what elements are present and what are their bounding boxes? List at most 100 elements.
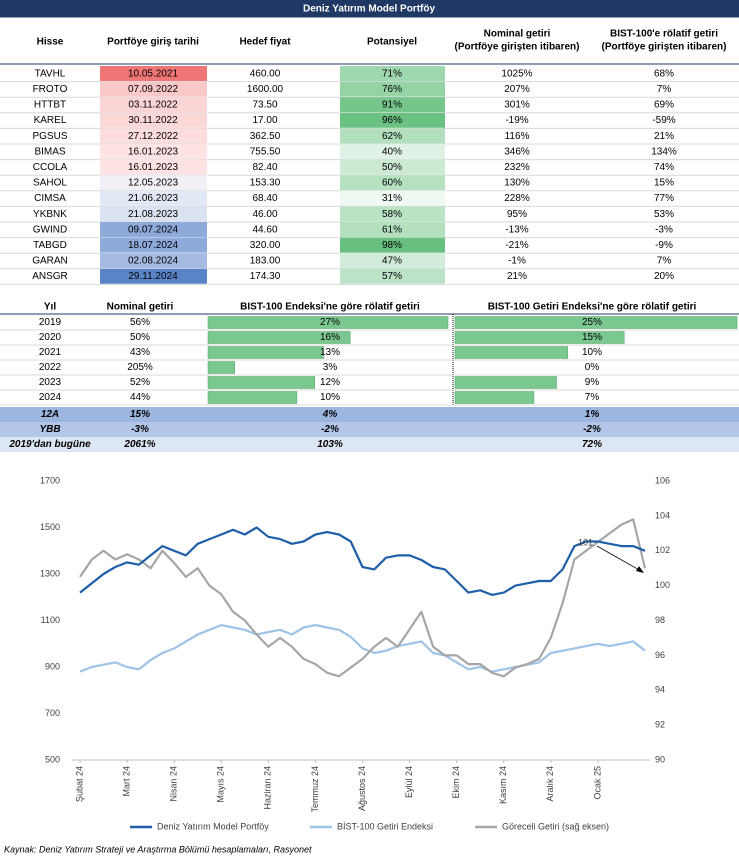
summary-row: [0, 407, 739, 422]
x-tick-label: Nisan 24: [169, 766, 179, 802]
cell: 20%: [654, 271, 674, 282]
cell: GARAN: [32, 256, 68, 267]
potential-cell: [340, 144, 445, 159]
cell: 03.11.2022: [128, 100, 178, 111]
cell: 58%: [382, 209, 402, 220]
cell: 755.50: [250, 146, 281, 157]
cell: 232%: [504, 162, 530, 173]
bar: [207, 316, 449, 329]
bar: [454, 391, 535, 404]
cell: YKBNK: [33, 209, 67, 220]
cell: CCOLA: [33, 162, 68, 173]
cell: 68%: [654, 68, 674, 79]
title-bar: [0, 0, 739, 17]
date-cell: [100, 206, 207, 222]
cell: 27%: [320, 317, 340, 328]
cell: 77%: [654, 193, 674, 204]
date-cell: [100, 268, 207, 284]
cell: 9%: [585, 377, 600, 388]
bar: [207, 391, 298, 404]
x-tick-label: Aralık 24: [545, 766, 555, 802]
cell: 50%: [130, 332, 150, 343]
cell: -59%: [652, 115, 675, 126]
cell: TABGD: [33, 240, 67, 251]
cell: YBB: [39, 424, 60, 435]
cell: 1025%: [501, 68, 532, 79]
date-cell: [100, 81, 207, 97]
x-tick-label: Şubat 24: [74, 766, 84, 802]
y-tick-label: 700: [45, 708, 60, 718]
series-line: [79, 526, 646, 596]
cell: 15%: [130, 409, 150, 420]
cell: 02.08.2024: [128, 256, 178, 267]
cell: 2061%: [123, 439, 155, 450]
series-line: [79, 518, 647, 678]
cell: 50%: [382, 162, 402, 173]
cell: -19%: [505, 115, 528, 126]
x-tick-label: Ekim 24: [451, 766, 461, 799]
cell: 10%: [582, 347, 602, 358]
potential-cell: [340, 66, 445, 81]
bar: [454, 346, 569, 359]
bar: [454, 376, 557, 389]
cell: TAVHL: [35, 68, 66, 79]
summary-row: [0, 422, 739, 437]
potential-cell: [340, 81, 445, 97]
cell: 7%: [657, 84, 672, 95]
x-tick-label: Ocak 25: [592, 766, 602, 800]
cell: 21%: [654, 131, 674, 142]
cell: 44%: [130, 392, 150, 403]
y2-tick-label: 106: [655, 475, 670, 485]
y-tick-label: 1300: [40, 568, 60, 578]
y2-tick-label: 90: [655, 754, 665, 764]
cell: 116%: [505, 131, 530, 142]
cell: PGSUS: [32, 131, 67, 142]
legend-label: Göreceli Getiri (sağ eksen): [502, 821, 609, 831]
cell: 1%: [585, 409, 600, 420]
cell: GWIND: [33, 224, 67, 235]
date-cell: [100, 128, 207, 144]
cell: 91%: [382, 100, 402, 111]
cell: -2%: [583, 424, 601, 435]
potential-cell: [340, 268, 445, 284]
potential-cell: [340, 159, 445, 175]
x-tick-label: Temmuz 24: [310, 766, 320, 813]
cell: -21%: [505, 240, 528, 251]
cell: 2022: [39, 362, 62, 373]
column-header: Portföye giriş tarihi: [107, 37, 199, 48]
date-cell: [100, 144, 207, 159]
cell: 153.30: [250, 178, 281, 189]
y2-tick-label: 100: [655, 580, 670, 590]
cell: 205%: [127, 362, 153, 373]
cell: 96%: [382, 115, 402, 126]
cell: 98%: [382, 240, 402, 251]
cell: 68.40: [252, 193, 277, 204]
cell: 2021: [39, 347, 62, 358]
y-tick-label: 1100: [41, 615, 60, 625]
bar: [454, 316, 738, 329]
cell: SAHOL: [33, 178, 67, 189]
date-cell: [100, 159, 207, 175]
cell: 21%: [507, 271, 527, 282]
date-cell: [100, 66, 207, 81]
legend-label: Deniz Yatırım Model Portföy: [157, 821, 269, 831]
cell: 74%: [654, 162, 674, 173]
column-header: (Portföye girişten itibaren): [454, 42, 579, 53]
cell: 17.00: [252, 115, 277, 126]
cell: 7%: [585, 392, 600, 403]
column-header: Hedef fiyat: [239, 37, 291, 48]
bar: [207, 376, 315, 389]
cell: 62%: [382, 131, 402, 142]
cell: 2024: [39, 392, 62, 403]
y-tick-label: 1700: [40, 475, 60, 485]
cell: 21.06.2023: [128, 193, 178, 204]
cell: 346%: [504, 146, 530, 157]
cell: FROTO: [33, 84, 68, 95]
annotation: 101: [578, 537, 593, 547]
date-cell: [100, 253, 207, 269]
potential-cell: [340, 253, 445, 269]
cell: 44.60: [252, 224, 277, 235]
column-header: Nominal getiri: [107, 302, 174, 313]
cell: 460.00: [250, 68, 281, 79]
